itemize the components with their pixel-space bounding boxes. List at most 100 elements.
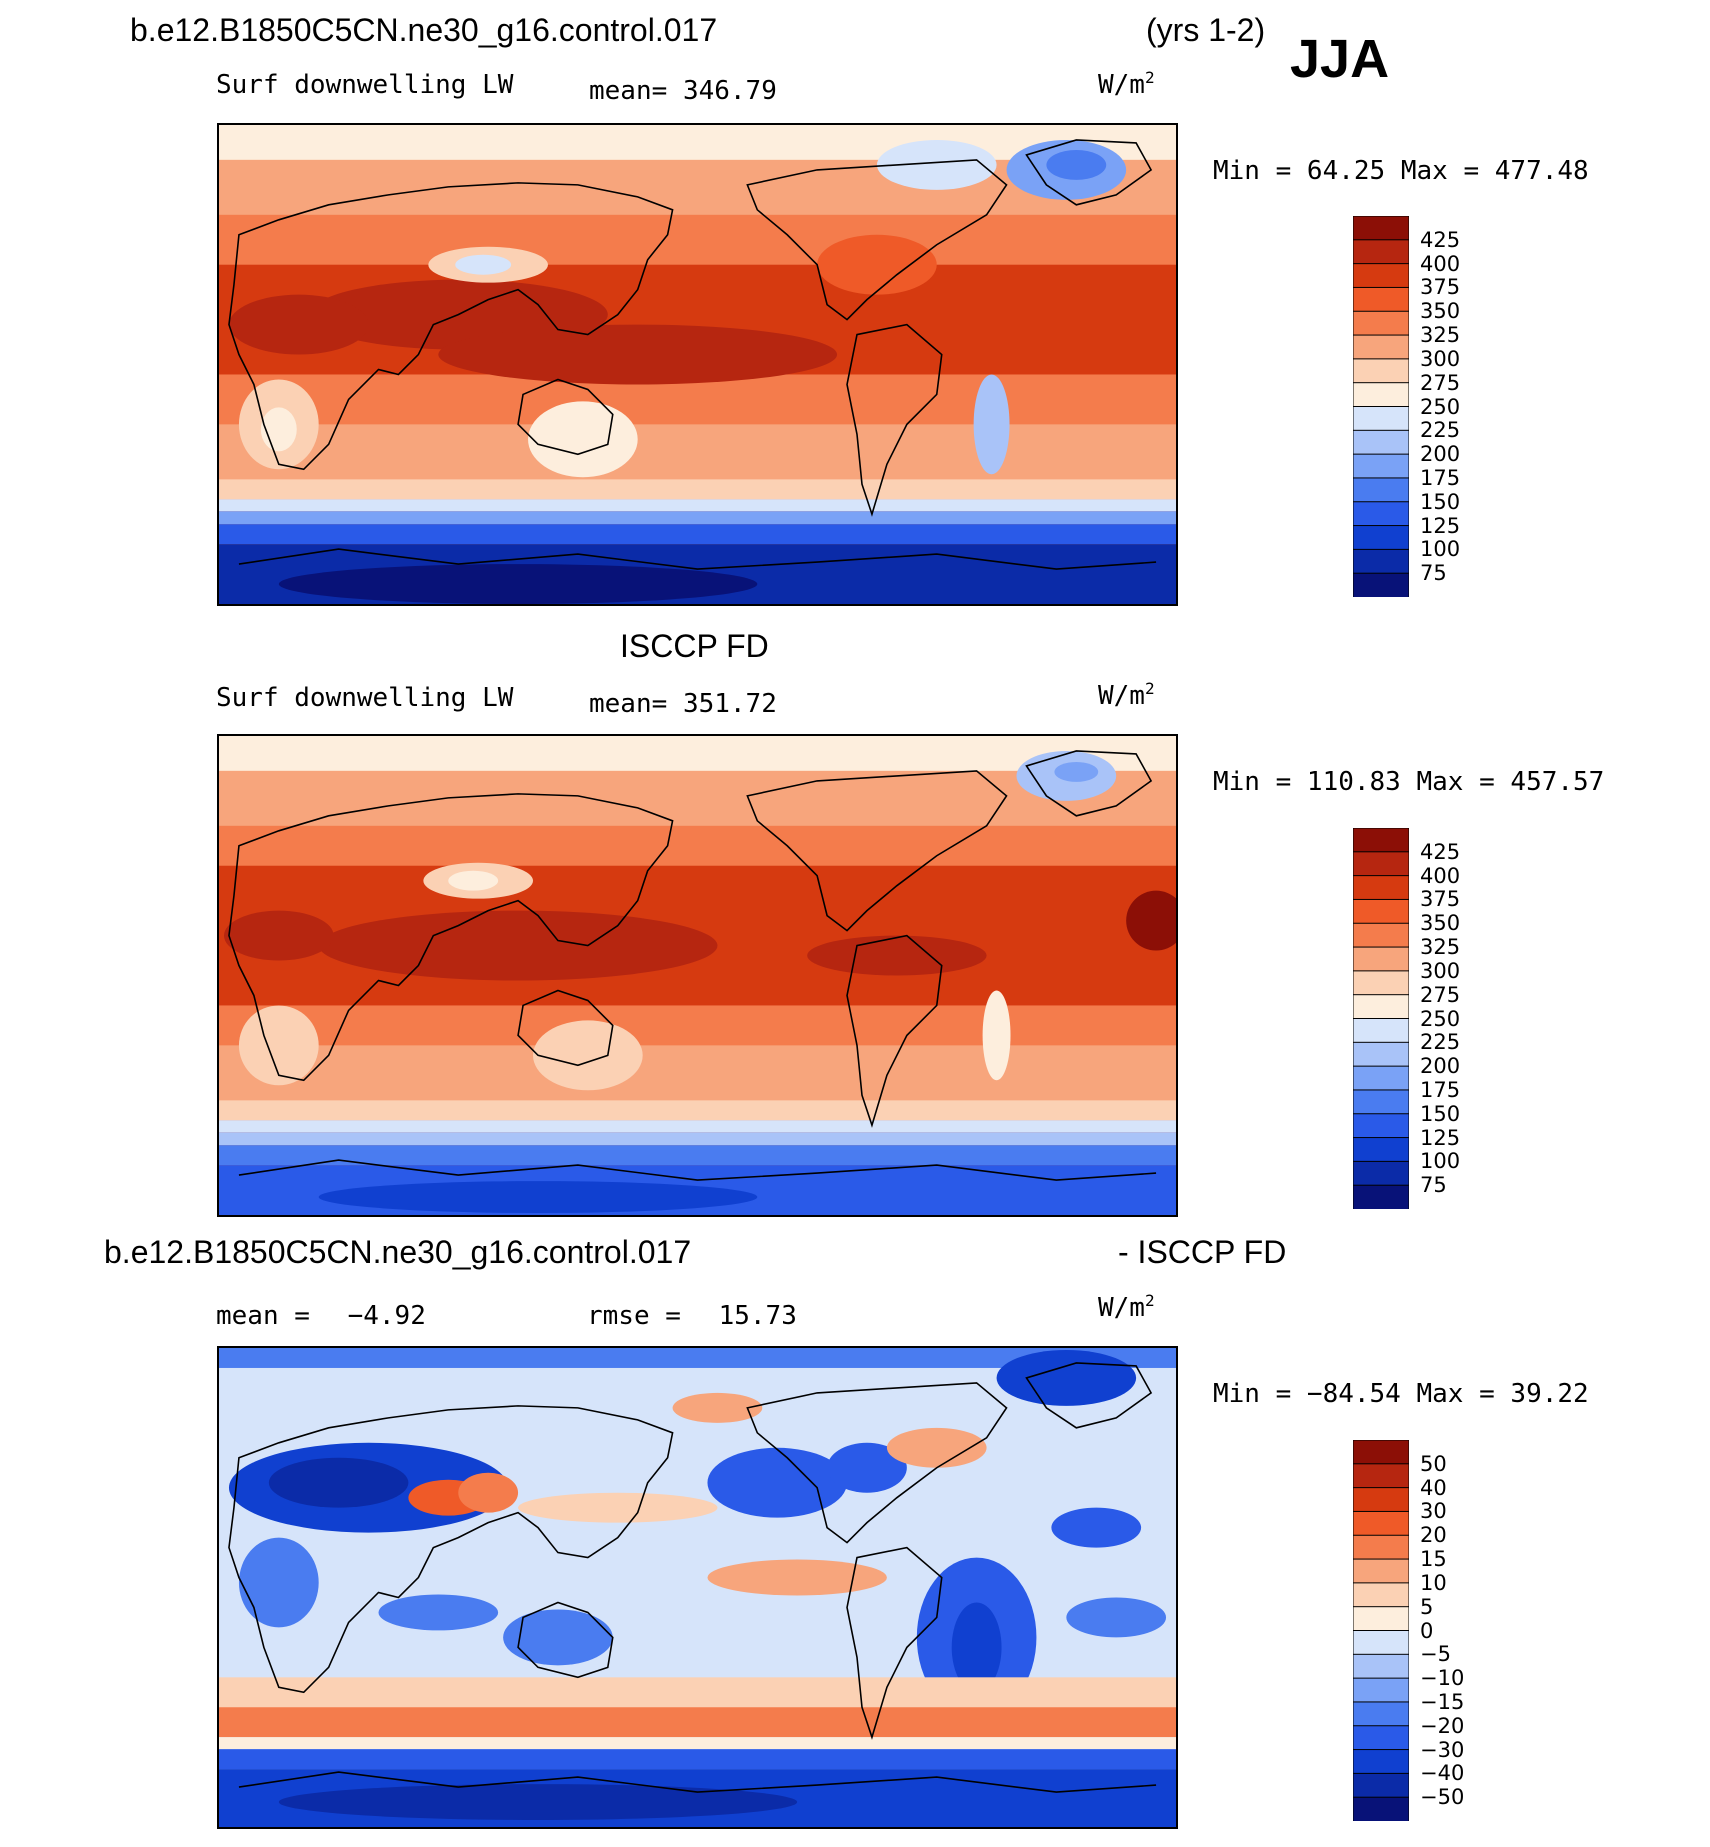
colorbar-1-tick-label: 325	[1420, 323, 1461, 348]
colorbar-3-swatch	[1353, 1796, 1409, 1821]
colorbar-3-swatch	[1353, 1440, 1409, 1465]
colorbar-3-tick-label: 50	[1420, 1451, 1447, 1476]
colorbar-3-tick-label: −15	[1420, 1689, 1465, 1714]
panel-3-minmax: Min = −84.54 Max = 39.22	[1213, 1379, 1589, 1409]
season-label: JJA	[1290, 29, 1390, 89]
colorbar-1-tick-label: 100	[1420, 537, 1461, 562]
panel-3-mean-label: mean =	[216, 1301, 310, 1331]
panel-3-rmse-value: 15.73	[718, 1301, 797, 1331]
colorbar-1-tick-label: 275	[1420, 370, 1461, 395]
colorbar-1-swatch	[1353, 216, 1409, 241]
panel-2-mean-label: mean=	[589, 689, 668, 719]
colorbar-3-tick-label: 5	[1420, 1594, 1434, 1619]
colorbar-3-swatch	[1353, 1463, 1409, 1489]
colorbar-2-tick-label: 350	[1420, 911, 1461, 936]
colorbar-3-tick-label: −5	[1420, 1642, 1451, 1667]
colorbar-1-swatch	[1353, 358, 1409, 384]
colorbar-2-tick-label: 100	[1420, 1149, 1461, 1174]
colorbar-1-tick-label: 250	[1420, 394, 1461, 419]
colorbar-2-tick-label: 75	[1420, 1173, 1447, 1198]
panel-1-minmax: Min = 64.25 Max = 477.48	[1213, 156, 1589, 186]
colorbar-2-swatch	[1353, 875, 1409, 901]
colorbar-2-tick-label: 275	[1420, 982, 1461, 1007]
colorbar-2-tick-label: 200	[1420, 1054, 1461, 1079]
colorbar-3-swatch	[1353, 1534, 1409, 1561]
colorbar-3-swatch	[1353, 1487, 1409, 1513]
colorbar-2-swatch	[1353, 1089, 1409, 1115]
panel-1-mean-label: mean=	[589, 76, 668, 106]
colorbar-1-swatch	[1353, 286, 1409, 313]
colorbar-2-swatch	[1353, 1160, 1409, 1187]
colorbar-2-svg	[1353, 828, 1409, 1209]
colorbar-1-tick-label: 350	[1420, 299, 1461, 324]
colorbar-1-svg	[1353, 216, 1409, 597]
colorbar-3-tick-label: −20	[1420, 1713, 1465, 1738]
colorbar-2-tick-label: 325	[1420, 935, 1461, 960]
colorbar-1-swatch	[1353, 429, 1409, 456]
panel-2-mean-value: 351.72	[682, 689, 777, 719]
colorbar-1-tick-label: 125	[1420, 513, 1461, 538]
panel-3-colorbar	[1353, 1440, 1409, 1821]
colorbar-2-tick-label: 300	[1420, 958, 1461, 983]
colorbar-1-tick-label: 150	[1420, 489, 1461, 514]
colorbar-1-swatch	[1353, 501, 1409, 527]
colorbar-3-swatch	[1353, 1630, 1409, 1656]
colorbar-2-tick-label: 375	[1420, 887, 1461, 912]
panel-1-map-field	[219, 125, 1176, 604]
colorbar-2-tick-label: 175	[1420, 1077, 1461, 1102]
colorbar-1-tick-label: 425	[1420, 227, 1461, 252]
colorbar-1-swatch	[1353, 525, 1409, 551]
colorbar-2-swatch	[1353, 1041, 1409, 1068]
panel-3-rmse-label: rmse =	[587, 1301, 681, 1331]
panel-3-rmse: rmse = 15.73	[587, 1301, 797, 1331]
case-title: b.e12.B1850C5CN.ne30_g16.control.017	[130, 12, 718, 48]
colorbar-3-swatch	[1353, 1582, 1409, 1608]
colorbar-1-swatch	[1353, 572, 1409, 597]
colorbar-2-swatch	[1353, 828, 1409, 853]
colorbar-1-tick-label: 75	[1420, 561, 1447, 586]
colorbar-2-swatch	[1353, 1137, 1409, 1163]
colorbar-3-swatch	[1353, 1606, 1409, 1632]
colorbar-2-swatch	[1353, 994, 1409, 1020]
panel-2-title: ISCCP FD	[620, 628, 769, 664]
panel-2-colorbar	[1353, 828, 1409, 1209]
panel-1-map	[217, 123, 1178, 606]
panel-2-map-field	[219, 736, 1176, 1215]
panel-3-map	[217, 1346, 1178, 1829]
colorbar-2-swatch	[1353, 1113, 1409, 1139]
colorbar-1-tick-label: 400	[1420, 251, 1461, 276]
colorbar-3-swatch	[1353, 1701, 1409, 1727]
panel-3-mean: mean = −4.92	[216, 1301, 426, 1331]
colorbar-1-swatch	[1353, 334, 1409, 360]
colorbar-2-swatch	[1353, 970, 1409, 996]
panel-1-colorbar	[1353, 216, 1409, 597]
colorbar-1-tick-label: 300	[1420, 346, 1461, 371]
colorbar-3-swatch	[1353, 1725, 1409, 1751]
panel-1-mean: mean= 346.79	[589, 76, 777, 106]
colorbar-3-swatch	[1353, 1653, 1409, 1680]
colorbar-1-swatch	[1353, 406, 1409, 432]
colorbar-3-swatch	[1353, 1558, 1409, 1584]
colorbar-1-tick-label: 200	[1420, 442, 1461, 467]
colorbar-3-tick-label: −50	[1420, 1785, 1465, 1810]
colorbar-3-swatch	[1353, 1677, 1409, 1703]
colorbar-3-swatch	[1353, 1749, 1409, 1775]
panel-1-units: W/m2	[1098, 68, 1155, 100]
colorbar-3-tick-label: 15	[1420, 1547, 1447, 1572]
colorbar-3-tick-label: 40	[1420, 1475, 1447, 1500]
colorbar-3-tick-label: −40	[1420, 1761, 1465, 1786]
panel-2-variable: Surf downwelling LW	[216, 683, 514, 713]
colorbar-2-tick-label: 150	[1420, 1101, 1461, 1126]
colorbar-1-swatch	[1353, 263, 1409, 289]
colorbar-1-tick-label: 375	[1420, 275, 1461, 300]
colorbar-3-tick-label: 0	[1420, 1618, 1434, 1643]
years-label: (yrs 1-2)	[1146, 12, 1266, 48]
colorbar-1-swatch	[1353, 453, 1409, 479]
colorbar-3-svg	[1353, 1440, 1409, 1821]
colorbar-3-tick-label: −30	[1420, 1737, 1465, 1762]
colorbar-2-swatch	[1353, 898, 1409, 925]
colorbar-3-tick-label: −10	[1420, 1666, 1465, 1691]
panel-2-map	[217, 734, 1178, 1217]
colorbar-2-swatch	[1353, 1018, 1409, 1044]
panel-1-variable: Surf downwelling LW	[216, 70, 514, 100]
